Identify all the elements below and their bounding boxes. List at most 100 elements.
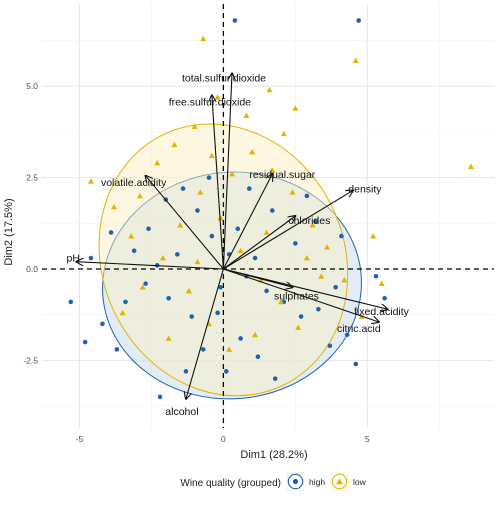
point-high (333, 284, 338, 290)
point-high (195, 208, 200, 213)
point-low (341, 276, 348, 283)
point-high (344, 332, 350, 338)
y-axis-title: Dim2 (17.5%) (3, 198, 15, 265)
point-low (277, 298, 284, 305)
point-low (154, 160, 161, 166)
point-high (157, 394, 163, 400)
point-high (327, 343, 333, 349)
point-low (165, 335, 172, 341)
point-low (249, 149, 256, 155)
point-high (68, 299, 74, 305)
point-high (180, 186, 186, 191)
point-low (185, 287, 192, 294)
point-high (100, 321, 105, 327)
point-high (382, 295, 387, 301)
legend-key-outline-low (331, 473, 348, 490)
legend: Wine quality (grouped) high low (180, 472, 367, 491)
vector-volatile.acidity (146, 176, 224, 270)
point-low (191, 123, 198, 129)
point-high (218, 284, 223, 290)
point-high (304, 193, 310, 199)
axes: -5 0 5 -2.5 0.0 2.5 5.0 (23, 81, 370, 444)
point-low (378, 280, 385, 287)
point-high (88, 255, 94, 261)
point-high (131, 248, 137, 254)
point-high (82, 339, 88, 345)
variable-vectors: total.sulfur.dioxide free.sulfur.dioxide d… (67, 72, 410, 418)
point-low (128, 233, 135, 239)
y-tick-label: 2.5 (26, 173, 38, 183)
point-low (370, 233, 377, 239)
vector-label-total.sulfur.dioxide: total.sulfur.dioxide (182, 72, 266, 84)
point-low (171, 141, 178, 148)
point-high (146, 226, 151, 232)
vector-label-chlorides: chlorides (288, 215, 330, 227)
point-low (119, 309, 126, 316)
point-high (200, 347, 206, 352)
point-low (229, 170, 236, 177)
point-low (352, 57, 359, 64)
point-low (87, 178, 94, 184)
vector-alcohol (186, 268, 224, 399)
vector-chlorides (223, 216, 295, 270)
y-tick-label: 5.0 (26, 81, 38, 91)
legend-label-low: low (353, 477, 367, 487)
point-high (114, 347, 120, 352)
point-low (237, 247, 244, 254)
point-high (264, 288, 269, 294)
point-high (252, 255, 258, 261)
vector-fixed.acidity (223, 268, 387, 309)
point-high (215, 310, 220, 316)
point-high (206, 175, 212, 180)
vector-label-pH: pH (67, 253, 80, 265)
point-low (289, 189, 296, 195)
point-high (298, 314, 304, 319)
point-low (139, 284, 146, 290)
point-low (110, 203, 117, 210)
point-high (373, 274, 379, 279)
reference-lines (42, 4, 494, 428)
point-low (467, 163, 474, 170)
x-tick-label: 0 (221, 434, 226, 444)
legend-key-outline-high (287, 473, 304, 490)
x-tick-label: -5 (76, 434, 84, 444)
x-tick-label: 5 (365, 434, 370, 444)
point-high (189, 314, 195, 319)
point-low (197, 189, 204, 195)
point-high (123, 299, 128, 305)
legend-label-high: high (309, 477, 325, 487)
point-high (255, 354, 261, 360)
point-low (194, 258, 201, 265)
point-high (238, 336, 243, 341)
point-low (318, 273, 325, 279)
vector-label-density: density (348, 183, 382, 195)
vector-label-free.sulfur.dioxide: free.sulfur.dioxide (169, 96, 251, 108)
point-high (175, 252, 180, 257)
point-low (280, 130, 287, 137)
point-low (324, 244, 331, 250)
point-low (159, 255, 166, 261)
point-low (200, 35, 207, 42)
vector-citric.acid (223, 268, 378, 322)
point-high (232, 18, 238, 23)
point-high (356, 18, 361, 23)
point-low (309, 222, 316, 228)
point-high (293, 241, 298, 246)
point-low (292, 105, 299, 111)
point-low (263, 229, 270, 235)
point-high (209, 233, 215, 239)
point-high (316, 306, 321, 312)
vector-free.sulfur.dioxide (212, 95, 224, 270)
point-high (272, 376, 278, 381)
point-high (339, 233, 344, 239)
vector-label-sulphates: sulphates (274, 290, 319, 302)
legend-symbol-high (292, 478, 299, 485)
point-low (266, 86, 273, 93)
vector-label-fixed.acidity: fixed.acidity (354, 306, 410, 318)
point-low (177, 222, 184, 228)
point-high (166, 295, 171, 301)
y-tick-label: 0.0 (26, 264, 38, 274)
vector-total.sulfur.dioxide (222, 73, 232, 270)
